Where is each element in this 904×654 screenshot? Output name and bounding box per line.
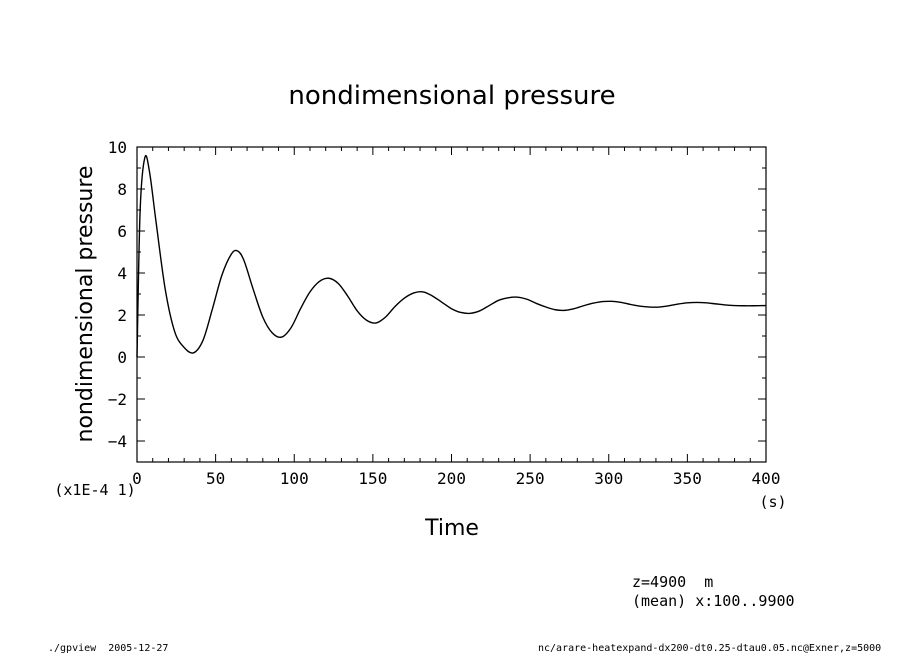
mean-annotation: (mean) x:100..9900 bbox=[632, 592, 795, 610]
x-tick-label: 50 bbox=[206, 469, 225, 488]
x-tick-label: 300 bbox=[594, 469, 623, 488]
chart-title: nondimensional pressure bbox=[288, 81, 615, 111]
x-unit-label: (s) bbox=[759, 493, 786, 511]
footer-right: nc/arare-heatexpand-dx200-dt0.25-dtau0.0… bbox=[538, 643, 881, 654]
plot-frame bbox=[136, 146, 767, 463]
x-tick-label: 250 bbox=[516, 469, 545, 488]
ticks: 0 50 100 150 200 250 300 350 400 −4 −2 0 2 4 6 8 10 bbox=[108, 138, 781, 488]
x-tick-label: 100 bbox=[280, 469, 309, 488]
y-tick-label: −4 bbox=[108, 432, 127, 451]
y-tick-label: 0 bbox=[117, 348, 127, 367]
level-annotation: z=4900 m bbox=[632, 573, 713, 591]
series-line bbox=[136, 154, 767, 358]
y-scale-note: (x1E-4 1) bbox=[54, 481, 135, 499]
y-axis-label: nondimensional pressure bbox=[73, 166, 98, 443]
y-tick-label: −2 bbox=[108, 390, 127, 409]
axes bbox=[136, 146, 767, 463]
y-tick-label: 6 bbox=[117, 222, 127, 241]
x-tick-label: 350 bbox=[673, 469, 702, 488]
y-tick-label: 8 bbox=[117, 180, 127, 199]
y-tick-label: 2 bbox=[117, 306, 127, 325]
y-tick-label: 10 bbox=[108, 138, 127, 157]
x-tick-label: 400 bbox=[752, 469, 781, 488]
footer-left: ./gpview 2005-12-27 bbox=[48, 643, 168, 654]
y-tick-label: 4 bbox=[117, 264, 127, 283]
x-tick-label: 0 bbox=[132, 469, 142, 488]
x-tick-label: 200 bbox=[437, 469, 466, 488]
x-tick-label: 150 bbox=[358, 469, 387, 488]
x-axis-label: Time bbox=[424, 516, 479, 541]
